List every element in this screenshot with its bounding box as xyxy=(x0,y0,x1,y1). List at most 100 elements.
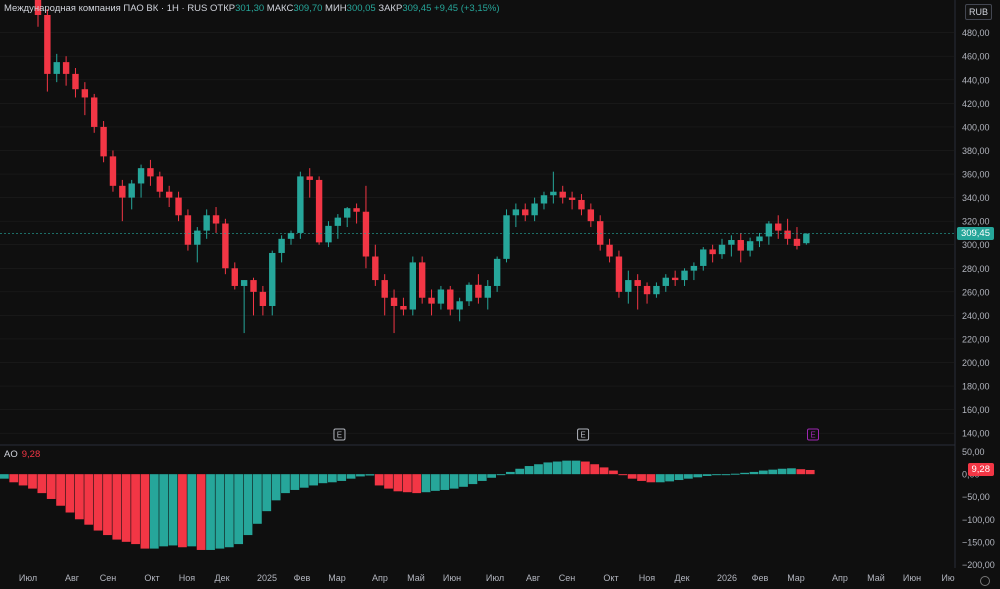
ao-bar xyxy=(609,470,618,475)
price-tick-label: 200,00 xyxy=(962,358,990,368)
candle-body xyxy=(737,240,744,251)
candle-body xyxy=(437,289,445,304)
candle-body xyxy=(53,62,60,74)
time-tick-label: Фев xyxy=(752,573,769,583)
price-axis[interactable]: 480,00 460,00 440,00 420,00 400,00 380,00 360,… xyxy=(962,28,990,439)
candle-body xyxy=(147,168,154,177)
candle-body xyxy=(400,305,407,310)
price-tick-label: 440,00 xyxy=(962,75,990,85)
ao-name: AO xyxy=(4,449,18,460)
time-tick-label: Ноя xyxy=(179,573,196,583)
candle-body xyxy=(184,215,192,245)
ao-bar xyxy=(599,467,609,475)
price-tick-label: 320,00 xyxy=(962,217,990,227)
candle-body xyxy=(540,195,548,204)
candle-body xyxy=(662,277,669,286)
candle-body xyxy=(475,284,482,298)
ao-tick-label: −150,00 xyxy=(962,537,995,547)
candle-body xyxy=(550,191,557,196)
price-tick-label: 380,00 xyxy=(962,146,990,156)
candle-body xyxy=(428,297,435,304)
time-tick-label: Апр xyxy=(832,573,848,583)
candle-body xyxy=(503,215,510,259)
ao-bar xyxy=(646,474,656,483)
time-tick-label: Сен xyxy=(559,573,576,583)
symbol-legend[interactable]: Международная компания ПАО ВК · 1Н · RUS… xyxy=(4,3,500,14)
price-tick-label: 300,00 xyxy=(962,240,990,250)
candle-body xyxy=(728,240,735,245)
close-label: ЗАКР xyxy=(378,3,403,14)
ao-bar xyxy=(0,474,9,479)
ao-bar xyxy=(590,464,600,475)
ao-bar xyxy=(758,470,768,475)
settings-icon[interactable] xyxy=(980,576,990,586)
candle-body xyxy=(306,176,313,180)
last-price-label: 309,45 xyxy=(956,226,994,240)
ao-bar xyxy=(346,474,356,479)
ao-bar xyxy=(159,474,169,547)
ao-bar xyxy=(674,474,684,481)
ao-bar xyxy=(65,474,75,513)
ao-last-label: 9,28 xyxy=(967,462,994,476)
time-tick-label: Июл xyxy=(19,573,37,583)
ao-bar xyxy=(749,471,759,475)
candle-body xyxy=(165,191,173,198)
ao-bar xyxy=(412,474,422,494)
ao-bar xyxy=(627,474,637,479)
change-value: +9,45 (+3,15%) xyxy=(434,3,500,14)
ao-bar xyxy=(281,474,290,494)
ao-bar xyxy=(365,474,375,476)
ao-bar xyxy=(187,474,197,547)
ao-bar xyxy=(702,474,712,476)
time-tick-label: Ию xyxy=(941,573,954,583)
time-tick-label: Окт xyxy=(144,573,159,583)
time-tick-label: Май xyxy=(867,573,885,583)
price-tick-label: 460,00 xyxy=(962,52,990,62)
ao-bar xyxy=(449,474,459,489)
ao-bar xyxy=(234,474,244,545)
ao-bar xyxy=(440,474,450,490)
candle-body xyxy=(447,289,454,310)
time-tick-label: Сен xyxy=(100,573,117,583)
ao-bar xyxy=(206,474,215,550)
ao-bar xyxy=(46,474,56,499)
ao-bar xyxy=(56,474,65,506)
candle-body xyxy=(381,280,388,298)
price-tick-label: 240,00 xyxy=(962,311,990,321)
ao-bar xyxy=(543,462,553,475)
currency-badge[interactable]: RUB xyxy=(964,4,992,20)
time-tick-label: Июн xyxy=(443,573,461,583)
low-value: 300,05 xyxy=(346,3,376,14)
candle-body xyxy=(287,232,295,239)
ao-bar xyxy=(796,469,806,475)
candle-body xyxy=(91,97,98,127)
ao-bar xyxy=(215,474,225,549)
time-tick-label: 2026 xyxy=(717,573,737,583)
price-tick-label: 220,00 xyxy=(962,334,990,344)
candle-body xyxy=(128,183,135,198)
time-axis[interactable]: Июл Авг Сен Окт Ноя Дек 2025 Фев Мар Апр Май Июн Июл… xyxy=(19,573,955,583)
candle-body xyxy=(634,280,641,286)
ao-bar xyxy=(149,474,159,549)
ao-bar xyxy=(562,460,571,475)
time-tick-label: Окт xyxy=(603,573,618,583)
ao-bar xyxy=(262,474,272,512)
candle-body xyxy=(587,209,595,222)
ao-bar xyxy=(693,474,703,478)
ao-bar xyxy=(768,469,778,475)
ao-bar xyxy=(327,474,337,483)
candle-body xyxy=(334,217,342,226)
ao-bar xyxy=(712,474,721,476)
ao-bar xyxy=(224,474,234,548)
candle-body xyxy=(484,285,491,298)
ao-bar xyxy=(524,466,534,475)
candle-body xyxy=(531,203,538,216)
candle-body xyxy=(119,185,126,198)
candle-body xyxy=(775,223,782,231)
time-tick-label: Мар xyxy=(787,573,805,583)
candle-body xyxy=(718,244,726,255)
ao-tick-label: −50,00 xyxy=(962,492,990,502)
ao-legend[interactable]: AO 9,28 xyxy=(4,449,40,460)
